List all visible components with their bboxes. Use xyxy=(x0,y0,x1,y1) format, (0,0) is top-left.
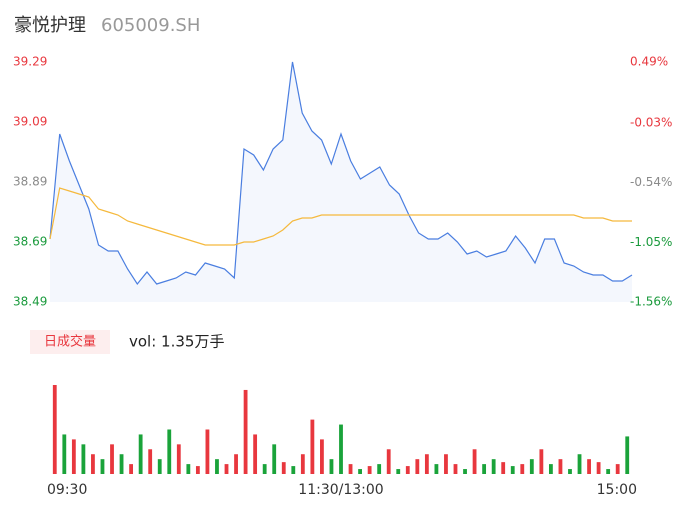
y2-tick-label: -1.56% xyxy=(630,295,672,309)
volume-bar xyxy=(548,464,553,474)
volume-bar xyxy=(129,464,134,474)
y-tick-label: 39.09 xyxy=(13,115,47,129)
stock-code: 605009.SH xyxy=(101,15,200,36)
volume-bar xyxy=(176,444,181,474)
volume-bar xyxy=(396,469,401,474)
y-tick-label: 38.89 xyxy=(13,175,47,189)
y-tick-label: 38.49 xyxy=(13,295,47,309)
volume-bar xyxy=(491,459,496,474)
volume-tab: 日成交量 xyxy=(44,334,96,350)
volume-bar xyxy=(329,459,334,474)
volume-bar xyxy=(205,429,210,474)
x-tick-label: 09:30 xyxy=(47,482,87,498)
volume-bar xyxy=(300,454,305,474)
volume-bar xyxy=(62,434,67,474)
price-line xyxy=(49,61,633,286)
volume-bar xyxy=(625,436,630,474)
volume-bar xyxy=(243,389,248,474)
volume-bar xyxy=(310,419,315,474)
x-tick-label: 15:00 xyxy=(597,482,637,498)
volume-bar xyxy=(215,459,219,474)
volume-bar xyxy=(587,459,591,474)
volume-bar xyxy=(262,464,267,474)
volume-bar xyxy=(463,469,467,474)
volume-bar xyxy=(424,454,429,474)
volume-bar xyxy=(119,454,124,474)
volume-bar xyxy=(157,459,162,474)
volume-bar xyxy=(596,462,601,474)
volume-bar xyxy=(291,466,296,474)
volume-bar xyxy=(386,449,391,474)
volume-bar xyxy=(405,466,410,474)
volume-bar xyxy=(501,462,506,474)
volume-bar xyxy=(234,454,238,474)
volume-bar xyxy=(148,449,153,474)
volume-bar xyxy=(281,462,286,474)
y-tick-label: 38.69 xyxy=(13,235,47,249)
volume-bar xyxy=(358,469,362,474)
y-tick-label: 39.29 xyxy=(13,55,47,69)
volume-bar xyxy=(615,464,620,474)
price-area xyxy=(50,62,632,302)
volume-bar xyxy=(472,449,477,474)
volume-bar xyxy=(71,439,76,474)
volume-bar xyxy=(186,464,191,474)
volume-bar xyxy=(520,464,525,474)
volume-bar xyxy=(110,444,114,474)
volume-bar xyxy=(167,429,172,474)
volume-bar xyxy=(100,459,105,474)
volume-bar xyxy=(91,454,95,474)
volume-bar xyxy=(568,469,572,474)
volume-bar xyxy=(253,434,258,474)
volume-bar xyxy=(510,466,515,474)
x-tick-label: 11:30/13:00 xyxy=(298,482,383,498)
volume-bar xyxy=(415,459,420,474)
volume-bar xyxy=(81,444,86,474)
volume-bar xyxy=(138,434,143,474)
volume-bar xyxy=(348,464,353,474)
volume-label: vol: 1.35万手 xyxy=(129,333,224,351)
volume-bar xyxy=(339,424,343,474)
volume-bar xyxy=(482,464,487,474)
volume-bar xyxy=(577,454,582,474)
volume-bar xyxy=(606,469,611,474)
volume-bar xyxy=(453,464,458,474)
average-line xyxy=(49,187,632,246)
volume-bar xyxy=(195,466,200,474)
y2-tick-label: -1.05% xyxy=(630,235,672,249)
volume-bar xyxy=(444,454,448,474)
y2-tick-label: -0.03% xyxy=(630,115,672,129)
volume-bar xyxy=(52,385,57,474)
y2-tick-label: -0.54% xyxy=(630,175,672,189)
volume-bar xyxy=(377,464,382,474)
volume-bar xyxy=(539,449,544,474)
volume-bar xyxy=(558,459,563,474)
volume-bar xyxy=(367,466,372,474)
volume-tab-bg xyxy=(30,330,110,354)
y2-tick-label: 0.49% xyxy=(630,55,668,69)
volume-bar xyxy=(434,464,439,474)
volume-bar xyxy=(272,444,277,474)
volume-bar xyxy=(529,459,534,474)
volume-bar xyxy=(320,439,324,474)
stock-name: 豪悦护理 xyxy=(14,15,86,36)
volume-bar xyxy=(224,464,229,474)
